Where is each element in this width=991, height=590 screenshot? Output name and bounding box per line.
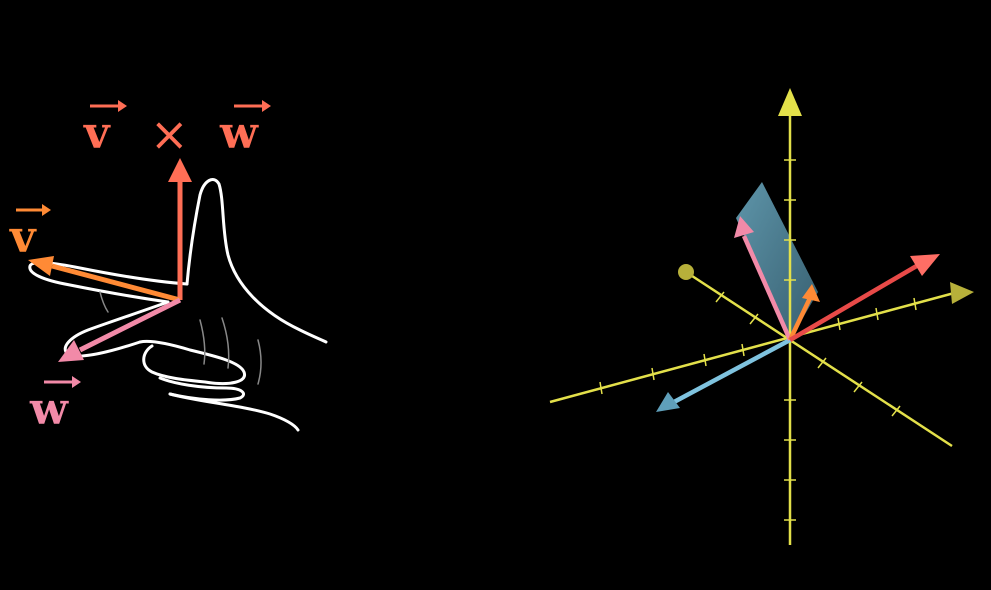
cross-product-vector-3d [788,254,940,342]
vector-accent-icon [44,376,81,388]
arrow-head-icon [58,340,84,362]
formula: v × w [83,100,271,161]
arrow-head-icon [734,216,754,238]
finger-crease [99,291,109,313]
z-axis-arrow-icon [778,88,802,116]
formula-v-label: v [83,108,111,159]
y-axis-end-icon [678,264,694,280]
hand-v-label: v [9,212,37,263]
vector-accent-icon [16,204,51,216]
x-axis [549,290,959,404]
arrow-head-icon [802,284,820,302]
wrist-outline [168,392,300,432]
w-vector-3d [734,216,793,341]
arrow-head-icon [910,254,940,276]
arrow-head-icon [28,256,54,276]
right-hand-rule-diagram: v × w [9,100,328,435]
v-vector [28,256,181,303]
vector-accent-icon [90,100,127,112]
thumb-outline [185,178,328,344]
palm-crease [221,317,230,369]
arrow-head-icon [168,158,192,182]
hand-outline [28,178,328,432]
vector-accent-icon [234,100,271,112]
formula-w-label: w [219,108,259,159]
ring-finger-outline [138,340,246,386]
cross-operator-label: × [150,107,189,161]
palm-crease [199,319,206,365]
axis-ticks [599,159,917,521]
arrow-head-icon [656,392,680,412]
third-vector [656,338,792,412]
axes [549,112,959,545]
cross-product-vector [168,158,192,300]
middle-finger-outline [63,300,170,358]
y-axis [685,270,953,448]
w-vector [58,297,182,362]
x-axis-arrow-icon [950,282,974,304]
pinky-outline [158,376,245,402]
parallelogram-surface [736,182,818,340]
hand-w-label: w [29,384,69,435]
v-vector-3d [787,284,820,341]
palm-crease [257,339,262,385]
index-finger-outline [28,261,189,304]
3d-coordinate-system [549,88,974,545]
